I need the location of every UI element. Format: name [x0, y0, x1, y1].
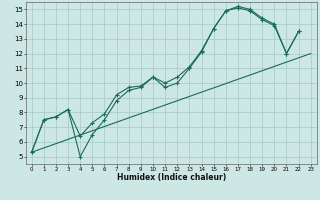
X-axis label: Humidex (Indice chaleur): Humidex (Indice chaleur) — [116, 173, 226, 182]
